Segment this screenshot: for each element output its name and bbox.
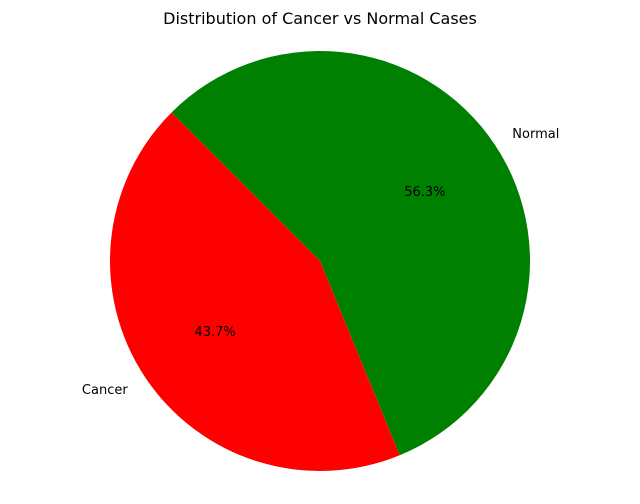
pie-labels: Normal 56.3% Cancer 43.7% — [82, 127, 559, 398]
slice-percent-normal: 56.3% — [404, 185, 445, 200]
pie-slices — [110, 51, 531, 472]
chart-title: Distribution of Cancer vs Normal Cases — [163, 9, 477, 28]
pie-slice-cancer — [110, 112, 400, 472]
slice-label-cancer: Cancer — [82, 383, 128, 398]
pie-slice-normal — [171, 51, 531, 456]
slice-percent-cancer: 43.7% — [194, 325, 235, 340]
slice-label-normal: Normal — [512, 127, 559, 142]
